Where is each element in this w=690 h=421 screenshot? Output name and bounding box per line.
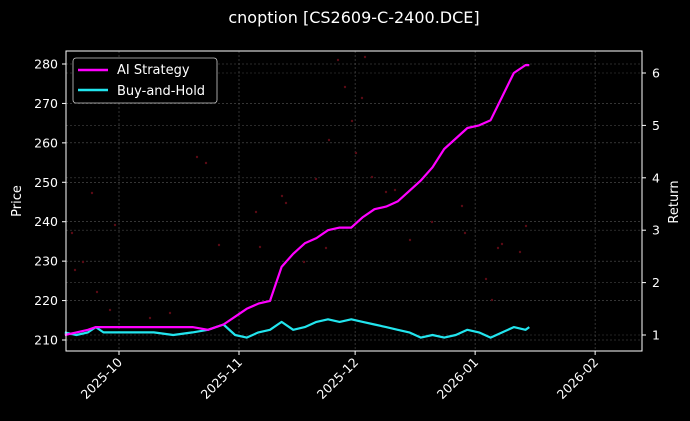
svg-text:3: 3 <box>652 223 660 238</box>
svg-text:250: 250 <box>34 175 58 190</box>
svg-text:5: 5 <box>652 118 660 133</box>
ai-strategy-line <box>64 63 530 337</box>
svg-text:4: 4 <box>652 170 660 185</box>
legend-box <box>72 57 218 104</box>
plot-frame <box>65 50 643 352</box>
series-lines <box>64 63 530 339</box>
svg-text:270: 270 <box>34 96 58 111</box>
y-axis-right: 1 2 3 4 5 6 <box>642 66 660 343</box>
price-scatter-dots <box>70 55 528 320</box>
svg-text:230: 230 <box>34 254 58 269</box>
legend: AI Strategy Buy-and-Hold <box>72 57 218 104</box>
legend-label-buy-and-hold: Buy-and-Hold <box>117 84 205 99</box>
y-axis-left-label: Price <box>10 185 25 217</box>
chart-title: cnoption [CS2609-C-2400.DCE] <box>228 8 479 27</box>
y-axis-right-label: Return <box>667 180 682 223</box>
svg-text:1: 1 <box>652 328 660 343</box>
y-axis-left: 210 220 230 240 250 260 270 280 <box>34 57 66 348</box>
svg-text:210: 210 <box>34 333 58 348</box>
svg-text:280: 280 <box>34 57 58 72</box>
svg-text:220: 220 <box>34 293 58 308</box>
legend-label-ai-strategy: AI Strategy <box>117 63 190 78</box>
svg-text:2: 2 <box>652 275 660 290</box>
svg-text:260: 260 <box>34 135 58 150</box>
buy-and-hold-line <box>64 318 530 339</box>
svg-text:240: 240 <box>34 214 58 229</box>
svg-text:6: 6 <box>652 66 660 81</box>
